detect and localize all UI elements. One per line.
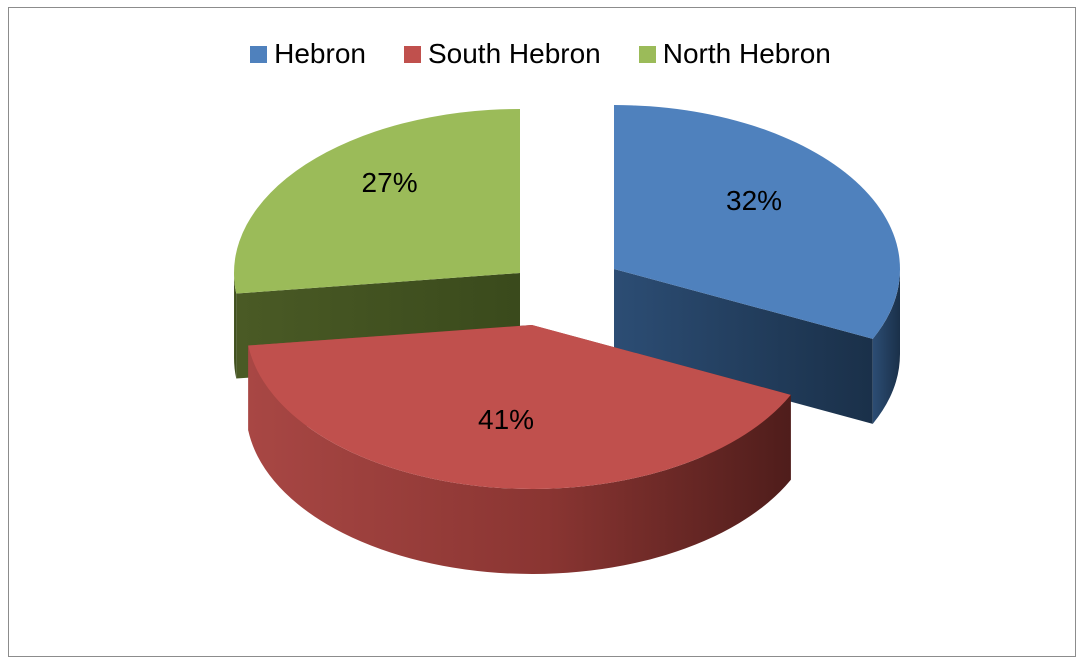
legend: Hebron South Hebron North Hebron [0, 38, 1081, 70]
pie-label-hebron: 32% [726, 185, 782, 216]
legend-swatch-north-hebron [638, 45, 656, 63]
legend-item-north-hebron: North Hebron [638, 38, 831, 70]
pie-slice-hebron: 32% [614, 105, 900, 424]
legend-item-south-hebron: South Hebron [403, 38, 601, 70]
pie-slice-wall-hebron-end [614, 269, 873, 424]
pie-slice-side-hebron [872, 269, 900, 424]
legend-swatch-south-hebron [403, 45, 421, 63]
legend-label-hebron: Hebron [274, 38, 366, 69]
legend-label-north-hebron: North Hebron [662, 38, 831, 69]
pie-slice-side-south-hebron [248, 345, 791, 574]
pie-label-north-hebron: 27% [362, 167, 418, 198]
pie-label-south-hebron: 41% [478, 404, 534, 435]
pie-slice-side-north-hebron [234, 273, 237, 379]
legend-label-south-hebron: South Hebron [427, 38, 601, 69]
pie-slice-south-hebron: 41% [248, 325, 791, 574]
pie-slice-top-north-hebron [233, 109, 520, 294]
legend-swatch-hebron [250, 45, 268, 63]
legend-item-hebron: Hebron [250, 38, 366, 70]
pie-slice-top-hebron [614, 105, 900, 339]
pie-slice-top-south-hebron [248, 325, 791, 489]
